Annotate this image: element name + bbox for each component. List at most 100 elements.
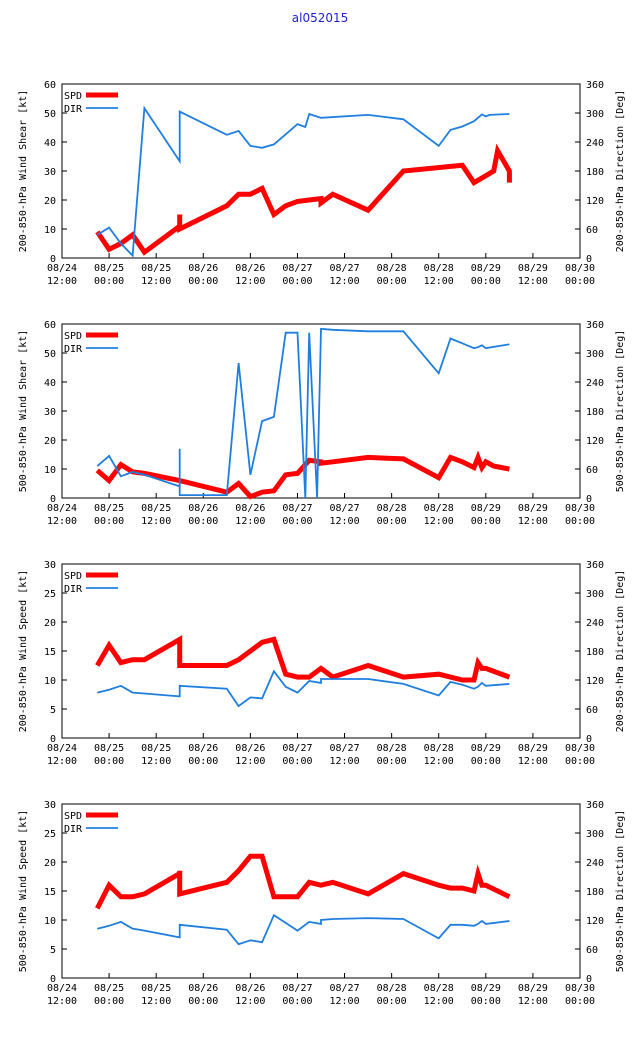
chart-panel-3: 05101520253006012018024030036008/2412:00… xyxy=(18,560,626,767)
plot-frame xyxy=(61,563,581,739)
y2-axis-label: 500-850-hPa Direction [Deg] xyxy=(615,810,626,973)
chart-panel-2: 0 10 20 30 40 50 60 0 60 120 180 240 300 360 08/24 12:0… xyxy=(18,320,626,527)
x-tick-date-label: 08/30 xyxy=(565,743,595,754)
y-tick-label: 20 xyxy=(44,436,56,447)
y-tick-label: 0 xyxy=(50,734,56,745)
x-tick-time-label: 00:00 xyxy=(94,996,124,1007)
x-tick-date-label: 08/25 xyxy=(141,983,171,994)
x-tick-date-label: 08/26 xyxy=(235,263,265,274)
x-tick-time-label: 00:00 xyxy=(282,756,312,767)
x-tick-time-label: 00:00 xyxy=(282,516,312,527)
y2-tick-label: 0 xyxy=(586,974,592,985)
x-tick-date-label: 08/24 xyxy=(47,983,77,994)
x-tick-time-label: 00:00 xyxy=(377,516,407,527)
x-tick-date-label: 08/29 xyxy=(471,503,501,514)
x-tick-date-label: 08/27 xyxy=(282,263,312,274)
y-tick-label: 0 xyxy=(50,974,56,985)
x-tick-time-label: 12:00 xyxy=(329,516,359,527)
y-tick-label: 0 xyxy=(50,494,56,505)
x-tick-date-label: 08/27 xyxy=(282,983,312,994)
x-tick-time-label: 12:00 xyxy=(518,276,548,287)
x-tick-time-label: 00:00 xyxy=(377,996,407,1007)
x-tick-date-label: 08/25 xyxy=(94,743,124,754)
x-tick-date-label: 08/26 xyxy=(235,983,265,994)
x-tick-time-label: 12:00 xyxy=(235,516,265,527)
x-tick-date-label: 08/26 xyxy=(188,743,218,754)
y-axis-label: 500-850-hPa Wind Speed [kt] xyxy=(18,810,29,973)
y2-tick-label: 360 xyxy=(586,320,604,331)
x-tick-time-label: 12:00 xyxy=(141,516,171,527)
x-tick-date-label: 08/26 xyxy=(188,263,218,274)
x-tick-date-label: 08/24 xyxy=(47,743,77,754)
y2-tick-label: 60 xyxy=(586,945,598,956)
y2-tick-label: 300 xyxy=(586,829,604,840)
x-tick-time-label: 12:00 xyxy=(141,756,171,767)
x-tick-date-label: 08/29 xyxy=(518,743,548,754)
y-tick-label: 20 xyxy=(44,196,56,207)
y-tick-label: 50 xyxy=(44,349,56,360)
x-tick-date-label: 08/26 xyxy=(188,983,218,994)
y-tick-label: 30 xyxy=(44,800,56,811)
y2-tick-label: 360 xyxy=(586,560,604,571)
direction-series-line xyxy=(97,913,510,946)
y-tick-label: 25 xyxy=(44,589,56,600)
x-tick-date-label: 08/27 xyxy=(329,983,359,994)
direction-series-line xyxy=(96,105,510,258)
y-tick-label: 60 xyxy=(44,80,56,91)
y2-tick-label: 0 xyxy=(586,254,592,265)
x-tick-date-label: 08/27 xyxy=(282,743,312,754)
y2-axis-label: 200-850-hPa Direction [Deg] xyxy=(615,570,626,733)
legend-label-spd: SPD xyxy=(64,811,82,822)
x-tick-date-label: 08/29 xyxy=(518,503,548,514)
legend-label-dir: DIR xyxy=(64,584,83,595)
x-tick-time-label: 00:00 xyxy=(188,516,218,527)
y-axis-label: 200-850-hPa Wind Speed [kt] xyxy=(18,570,29,733)
x-tick-date-label: 08/26 xyxy=(235,503,265,514)
x-tick-date-label: 08/25 xyxy=(94,503,124,514)
x-tick-date-label: 08/27 xyxy=(329,503,359,514)
y-tick-label: 15 xyxy=(44,647,56,658)
x-tick-time-label: 12:00 xyxy=(141,996,171,1007)
x-tick-time-label: 00:00 xyxy=(471,516,501,527)
y-tick-label: 10 xyxy=(44,465,56,476)
y2-tick-label: 0 xyxy=(586,494,592,505)
y2-tick-label: 300 xyxy=(586,109,604,120)
x-tick-date-label: 08/28 xyxy=(424,503,454,514)
y-tick-label: 50 xyxy=(44,109,56,120)
direction-series-line xyxy=(96,327,510,499)
y-tick-label: 10 xyxy=(44,676,56,687)
x-tick-time-label: 12:00 xyxy=(329,756,359,767)
legend-label-dir: DIR xyxy=(64,344,83,355)
x-tick-time-label: 12:00 xyxy=(47,996,77,1007)
x-tick-time-label: 00:00 xyxy=(565,516,595,527)
x-tick-date-label: 08/29 xyxy=(518,983,548,994)
x-tick-date-label: 08/26 xyxy=(188,503,218,514)
x-tick-date-label: 08/28 xyxy=(377,263,407,274)
x-tick-date-label: 08/25 xyxy=(94,983,124,994)
y2-tick-label: 360 xyxy=(586,80,604,91)
x-tick-time-label: 00:00 xyxy=(377,756,407,767)
y-tick-label: 30 xyxy=(44,167,56,178)
legend-label-spd: SPD xyxy=(64,331,82,342)
x-tick-time-label: 00:00 xyxy=(471,756,501,767)
x-tick-time-label: 00:00 xyxy=(94,276,124,287)
x-tick-date-label: 08/29 xyxy=(471,263,501,274)
x-tick-date-label: 08/28 xyxy=(377,983,407,994)
y-tick-label: 30 xyxy=(44,407,56,418)
x-tick-time-label: 12:00 xyxy=(424,276,454,287)
x-tick-time-label: 00:00 xyxy=(565,276,595,287)
page-title: al052015 xyxy=(291,11,349,25)
y2-tick-label: 180 xyxy=(586,647,604,658)
y-tick-label: 20 xyxy=(44,618,56,629)
y2-tick-label: 60 xyxy=(586,705,598,716)
x-tick-time-label: 12:00 xyxy=(518,996,548,1007)
direction-series-line xyxy=(97,669,510,708)
speed-series-line xyxy=(95,143,512,256)
legend-label-dir: DIR xyxy=(64,104,83,115)
y2-tick-label: 360 xyxy=(586,800,604,811)
x-tick-date-label: 08/27 xyxy=(329,263,359,274)
x-tick-date-label: 08/24 xyxy=(47,503,77,514)
y-tick-label: 40 xyxy=(44,378,56,389)
y2-axis-label: 200-850-hPa Direction [Deg] xyxy=(615,90,626,253)
